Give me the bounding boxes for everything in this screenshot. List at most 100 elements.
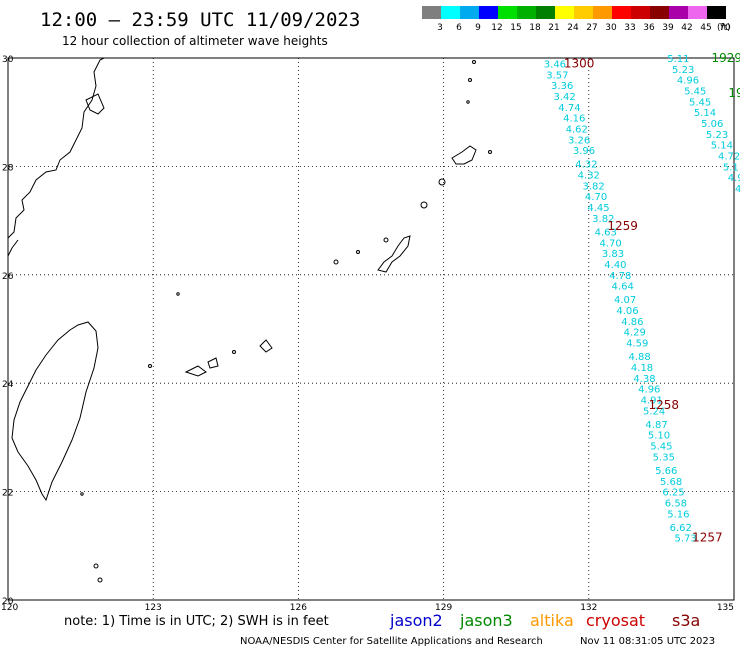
mainland-coast-outline: [7, 57, 105, 257]
satellite-label: s3a: [672, 611, 700, 630]
scale-swatch: [441, 6, 460, 19]
scale-swatch: [517, 6, 536, 19]
wave-height-value: 3.82: [592, 214, 614, 225]
wave-height-value: 4.07: [614, 295, 636, 306]
islet-outline: [468, 78, 472, 82]
scale-tick-label: 15: [510, 23, 521, 33]
satellite-label: cryosat: [586, 611, 645, 630]
islet-outline: [93, 563, 99, 569]
scale-swatch: [612, 6, 631, 19]
wave-height-value: 5.45: [689, 97, 711, 108]
wave-height-value: 3.83: [602, 249, 624, 260]
pass-time-label: 1257: [692, 531, 723, 545]
islet-outline: [97, 577, 103, 583]
islet-outline: [333, 259, 339, 265]
scale-tick-label: 24: [567, 23, 579, 33]
wave-height-value: 3.42: [553, 92, 575, 103]
axis-tick-labels: 120 123 126 129 132 135 20 22 24 26 28 30: [1, 55, 734, 613]
pass-time-label: 1930: [728, 86, 740, 100]
islet-outline: [383, 237, 389, 243]
x-tick-label: 129: [435, 603, 452, 613]
wave-height-value: 4.45: [587, 203, 609, 214]
wave-height-value: 4.18: [631, 363, 653, 374]
ishigaki-outline: [184, 365, 207, 377]
islet-outline: [438, 178, 446, 186]
wave-height-value: 5.11: [723, 162, 740, 173]
wave-height-value: 4.88: [628, 352, 650, 363]
y-tick-label: 24: [2, 380, 14, 390]
islet-outline: [80, 492, 84, 496]
wave-height-value: 4.86: [621, 317, 643, 328]
wave-height-value: 4.32: [578, 171, 600, 182]
islet-outline: [488, 150, 492, 154]
pass-time-label: 1300: [564, 56, 595, 70]
y-tick-label: 30: [2, 55, 14, 65]
satellite-label: jason2: [389, 611, 443, 630]
scale-swatch: [688, 6, 707, 19]
wave-height-value: 4.78: [609, 271, 631, 282]
wave-height-value: 3.57: [546, 70, 568, 81]
wave-height-value: 4.87: [645, 420, 667, 431]
x-tick-label: 123: [145, 603, 162, 613]
scale-swatch: [498, 6, 517, 19]
wave-height-value: 5.14: [711, 141, 733, 152]
scale-tick-label: 30: [605, 23, 617, 33]
wave-height-value: 5.45: [650, 442, 672, 453]
scale-tick-label: 42: [681, 23, 692, 33]
wave-height-value: 4.16: [563, 114, 585, 125]
wave-height-value: 4.62: [566, 124, 588, 135]
scale-swatch: [574, 6, 593, 19]
pass-time-label: 1259: [607, 219, 638, 233]
scale-swatch: [707, 6, 726, 19]
pass-time-label: 1258: [649, 398, 680, 412]
wave-height-value: 5.23: [706, 130, 728, 141]
y-tick-label: 22: [2, 489, 13, 499]
amami-outline: [451, 145, 477, 165]
wave-height-value: 4.74: [558, 103, 580, 114]
footer-timestamp: Nov 11 08:31:05 UTC 2023: [580, 636, 715, 647]
pass-time-label: 1929: [711, 51, 740, 65]
wave-height-value: 4.32: [575, 160, 597, 171]
scale-tick-label: 70: [719, 23, 731, 33]
wave-height-value: 4.40: [604, 260, 626, 271]
scale-swatch: [536, 6, 555, 19]
wave-height-value: 5.73: [674, 534, 696, 545]
y-tick-label: 26: [2, 272, 14, 282]
wave-height-value: 4.96: [638, 385, 660, 396]
wave-height-readings: 3.463.573.363.424.744.164.623.263.96 4.32…: [544, 54, 740, 545]
scale-swatch: [669, 6, 688, 19]
wave-height-value: 3.36: [551, 81, 573, 92]
x-tick-label: 135: [717, 603, 734, 613]
satellite-label: altika: [530, 611, 574, 630]
wave-height-value: 4.94: [735, 184, 740, 195]
scale-tick-label: 39: [662, 23, 674, 33]
wave-height-value: 4.64: [612, 282, 634, 293]
map-subtitle: 12 hour collection of altimeter wave hei…: [62, 34, 328, 48]
wave-height-value: 3.46: [544, 59, 566, 70]
x-tick-label: 120: [1, 603, 18, 613]
wave-height-value: 3.96: [573, 146, 595, 157]
wave-height-value: 5.16: [667, 509, 689, 520]
wave-height-value: 5.23: [672, 65, 694, 76]
wave-height-value: 3.26: [568, 135, 590, 146]
wave-height-value: 4.72: [718, 152, 740, 163]
lat-lon-grid: [8, 58, 734, 600]
scale-tick-label: 27: [586, 23, 597, 33]
wave-height-value: 5.66: [655, 466, 677, 477]
taiwan-outline: [11, 321, 99, 502]
wave-height-value: 6.58: [665, 498, 687, 509]
islet-outline: [472, 60, 476, 64]
scale-tick-label: 21: [548, 23, 559, 33]
color-scale-legend: 3 6 9 12 15 18 21 24 27 30 33 36 39 42 45 70: [422, 6, 731, 33]
wave-height-value: 4.59: [626, 339, 648, 350]
scale-swatch: [593, 6, 612, 19]
coastlines: [7, 57, 492, 583]
okinawa-outline: [377, 235, 411, 273]
scale-tick-label: 36: [643, 23, 655, 33]
scale-unit-label: (ft): [717, 23, 731, 33]
islet-outline: [148, 364, 152, 368]
scale-swatch: [650, 6, 669, 19]
wave-height-value: 6.25: [662, 488, 684, 499]
wave-height-value: 4.91: [641, 395, 663, 406]
